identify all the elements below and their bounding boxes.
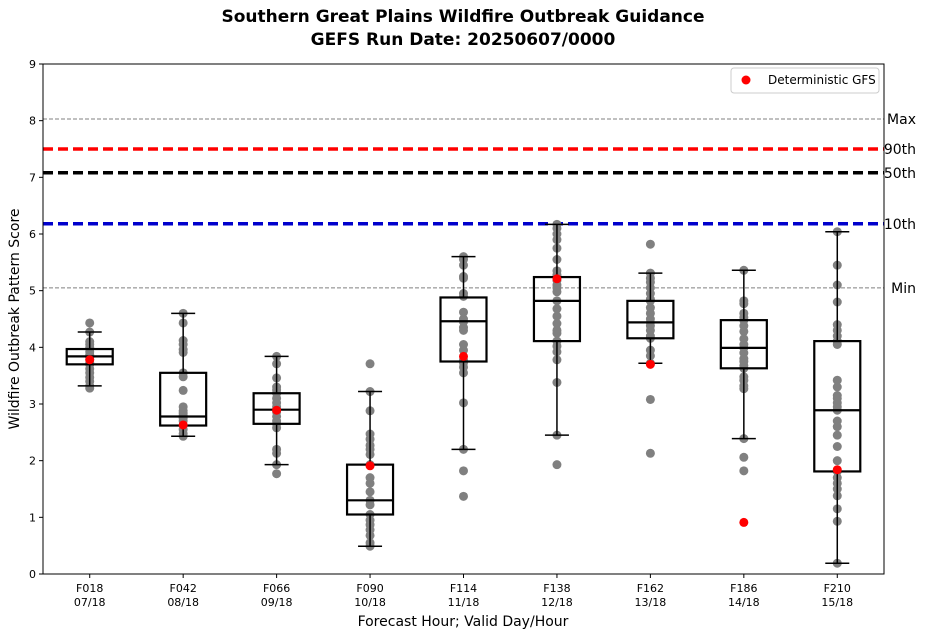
member-point xyxy=(832,430,842,440)
deterministic-point xyxy=(645,359,655,369)
x-tick-label-valid: 07/18 xyxy=(74,596,106,609)
deterministic-point xyxy=(459,351,468,361)
x-tick-label-valid: 13/18 xyxy=(635,596,667,609)
x-tick-label-valid: 14/18 xyxy=(728,596,760,609)
deterministic-point xyxy=(832,465,842,475)
y-axis: 0 1 2 3 4 5 6 7 8 9 xyxy=(29,58,43,581)
member-point xyxy=(365,478,375,488)
ref-label-90th: 90th xyxy=(884,142,916,158)
x-tick-label-valid: 15/18 xyxy=(821,596,853,609)
deterministic-point xyxy=(272,405,282,415)
member-point xyxy=(739,452,749,462)
x-tick-label-hour: F114 xyxy=(450,582,477,595)
member-point xyxy=(832,456,842,466)
legend: Deterministic GFS xyxy=(730,67,880,94)
y-tick-label: 4 xyxy=(29,341,36,354)
x-tick-label-hour: F042 xyxy=(170,582,197,595)
ref-label-10th: 10th xyxy=(884,217,916,233)
deterministic-point xyxy=(365,461,375,471)
deterministic-point xyxy=(739,517,749,527)
box-iqr xyxy=(719,319,768,370)
deterministic-point xyxy=(85,355,95,365)
member-point xyxy=(459,466,468,476)
member-point xyxy=(645,394,655,404)
x-tick-label-valid: 11/18 xyxy=(448,596,480,609)
deterministic-point xyxy=(552,274,562,284)
x-tick-label-hour: F138 xyxy=(543,582,570,595)
box-iqr xyxy=(252,392,301,425)
y-tick-label: 8 xyxy=(29,115,36,128)
member-point xyxy=(739,326,749,336)
x-tick-label-hour: F066 xyxy=(263,582,290,595)
ref-label-max: Max xyxy=(887,112,916,128)
y-tick-label: 1 xyxy=(29,511,36,524)
member-point xyxy=(832,382,842,392)
y-tick-label: 5 xyxy=(29,285,36,298)
member-point xyxy=(272,469,282,479)
ref-label-50th: 50th xyxy=(884,166,916,182)
deterministic-points xyxy=(85,274,842,527)
deterministic-point xyxy=(178,420,188,430)
member-point xyxy=(832,375,842,385)
member-point xyxy=(552,319,562,329)
box-iqr xyxy=(626,299,675,340)
chart-title: Southern Great Plains Wildfire Outbreak … xyxy=(222,7,705,27)
y-tick-label: 7 xyxy=(29,171,36,184)
member-point xyxy=(459,325,468,335)
member-point xyxy=(552,311,562,321)
legend-marker xyxy=(741,75,751,85)
chart-subtitle: GEFS Run Date: 20250607/0000 xyxy=(311,30,616,50)
member-point xyxy=(552,460,562,470)
legend-box xyxy=(730,67,880,94)
member-point xyxy=(178,372,188,382)
member-point xyxy=(552,304,562,314)
y-tick-label: 6 xyxy=(29,228,36,241)
member-point xyxy=(365,500,375,510)
x-tick-label-valid: 08/18 xyxy=(167,596,199,609)
legend-label: Deterministic GFS xyxy=(768,73,876,87)
member-point xyxy=(459,491,468,501)
member-point xyxy=(85,318,95,328)
y-axis-label: Wildfire Outbreak Pattern Score xyxy=(7,208,23,429)
x-tick-label-hour: F186 xyxy=(730,582,757,595)
x-tick-label-valid: 09/18 xyxy=(261,596,293,609)
member-point xyxy=(832,340,842,349)
y-tick-label: 9 xyxy=(29,58,36,71)
box-iqr xyxy=(439,296,488,363)
y-tick-label: 0 xyxy=(29,568,36,581)
member-point xyxy=(365,359,375,369)
x-tick-label-valid: 12/18 xyxy=(541,596,573,609)
y-tick-label: 3 xyxy=(29,398,36,411)
member-point xyxy=(365,487,375,497)
box-plots xyxy=(65,223,862,564)
x-tick-label-hour: F018 xyxy=(76,582,103,595)
x-tick-label-valid: 10/18 xyxy=(354,596,386,609)
y-tick-label: 2 xyxy=(29,455,36,468)
x-tick-label-hour: F210 xyxy=(824,582,851,595)
member-point xyxy=(552,328,562,338)
x-axis-label: Forecast Hour; Valid Day/Hour xyxy=(358,614,569,630)
member-point xyxy=(552,287,562,297)
member-point xyxy=(459,307,468,317)
member-point xyxy=(459,345,468,355)
member-point xyxy=(178,385,188,395)
x-tick-label-hour: F162 xyxy=(637,582,664,595)
member-point xyxy=(832,442,842,451)
member-point xyxy=(645,239,655,249)
x-tick-label-hour: F090 xyxy=(356,582,383,595)
member-point xyxy=(645,448,655,458)
reference-lines: Max 90th 50th 10th Min xyxy=(43,112,916,297)
member-point xyxy=(739,466,749,476)
member-point xyxy=(832,422,842,432)
ref-label-min: Min xyxy=(891,281,916,297)
